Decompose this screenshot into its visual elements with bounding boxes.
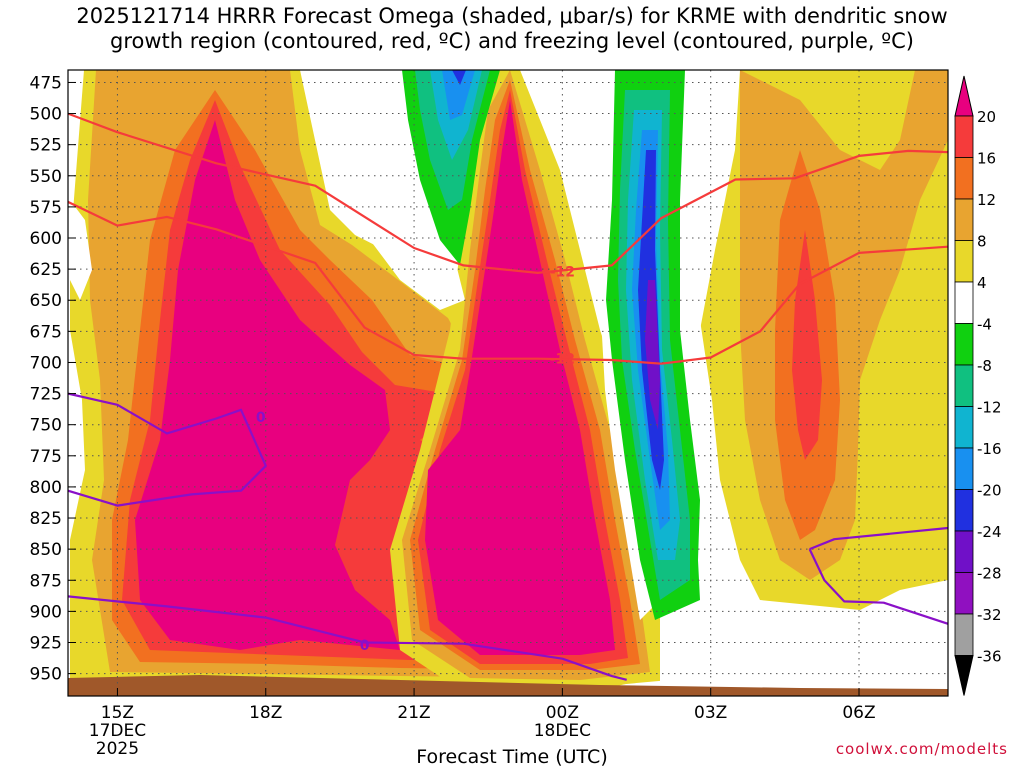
y-tick-label: 775	[30, 447, 62, 467]
y-tick-label: 700	[30, 353, 62, 373]
y-tick-label: 550	[30, 167, 62, 187]
colorbar-label: 20	[977, 108, 996, 126]
omega-gap-upper	[670, 70, 740, 360]
colorbar-label: -32	[977, 606, 1002, 624]
y-axis: 475 500 525 550 575 600 625 650 675 700 725 750 775 8…	[30, 73, 76, 685]
freezing-level-contour	[68, 595, 627, 681]
colorbar-bin	[954, 115, 974, 158]
colorbar-bin	[954, 613, 974, 656]
colorbar-top-arrow	[954, 75, 974, 117]
colorbar-label: -24	[977, 523, 1002, 541]
colorbar-label: 12	[977, 191, 996, 209]
credit-link[interactable]: coolwx.com/modelts	[835, 740, 1008, 758]
colorbar-bin	[954, 572, 974, 615]
x-tick-label: 06Z	[842, 703, 875, 723]
colorbar-bin	[954, 447, 974, 490]
omega-gap-left-upper	[70, 200, 92, 300]
x-tick-sublabel: 18DEC	[534, 721, 591, 741]
omega-shading	[68, 70, 948, 696]
contour-labels: -12 -12 0 0	[256, 265, 575, 654]
colorbar-label: -4	[977, 316, 992, 334]
colorbar-label: -36	[977, 648, 1002, 666]
dendritic-contour-upper	[68, 112, 948, 274]
x-tick-label: 15Z	[101, 703, 134, 723]
contour-label: -12	[550, 352, 575, 368]
y-tick-label: 650	[30, 291, 62, 311]
y-tick-label: 900	[30, 602, 62, 622]
colorbar-bin	[954, 530, 974, 573]
colorbar-label: -12	[977, 399, 1002, 417]
contours	[68, 112, 948, 681]
terrain	[68, 675, 948, 696]
title-line-1: 2025121714 HRRR Forecast Omega (shaded, …	[76, 4, 948, 28]
colorbar-bin	[954, 240, 974, 283]
x-tick-label: 03Z	[694, 703, 727, 723]
gridlines	[68, 70, 948, 696]
title-line-2: growth region (contoured, red, ºC) and f…	[110, 29, 914, 53]
colorbar: 20 16 12 8 4 -4 -8 -12 -16 -20 -24 -28 -32 -36	[954, 75, 1002, 696]
y-tick-label: 625	[30, 260, 62, 280]
y-tick-label: 600	[30, 229, 62, 249]
dendritic-contour-lower	[68, 200, 948, 365]
colorbar-bin	[954, 281, 974, 324]
y-tick-label: 950	[30, 665, 62, 685]
contour-label: 0	[256, 410, 266, 426]
x-tick-sublabel: 17DEC	[89, 721, 146, 741]
y-tick-label: 500	[30, 105, 62, 125]
y-tick-label: 725	[30, 385, 62, 405]
omega-neg-top-20	[452, 70, 466, 85]
colorbar-bin	[954, 489, 974, 532]
x-tick-label: 21Z	[397, 703, 430, 723]
y-tick-label: 575	[30, 198, 62, 218]
contour-label: -12	[550, 265, 575, 281]
y-tick-label: 750	[30, 416, 62, 436]
colorbar-label: 16	[977, 150, 996, 168]
x-tick-label: 18Z	[249, 703, 282, 723]
chart-title: 2025121714 HRRR Forecast Omega (shaded, …	[0, 4, 1024, 54]
x-axis-title: Forecast Time (UTC)	[416, 746, 608, 768]
omega-plume-mid-20	[425, 100, 615, 655]
y-tick-label: 925	[30, 633, 62, 653]
omega-gap-bottom-right	[660, 600, 948, 690]
colorbar-bin	[954, 406, 974, 449]
plot-frame	[67, 69, 949, 697]
y-tick-label: 675	[30, 322, 62, 342]
colorbar-label: -8	[977, 357, 992, 375]
y-tick-label: 800	[30, 478, 62, 498]
colorbar-bottom-arrow	[954, 655, 974, 696]
omega-neg-band-24	[645, 280, 660, 430]
y-tick-label: 825	[30, 509, 62, 529]
colorbar-bin	[954, 198, 974, 241]
freezing-level-contour	[808, 548, 948, 625]
omega-neg-top-16	[442, 70, 475, 120]
colorbar-label: 4	[977, 274, 987, 292]
freezing-level-contour	[809, 526, 948, 551]
y-tick-label: 525	[30, 136, 62, 156]
omega-plume-right-16	[792, 230, 822, 460]
x-tick-label: 00Z	[546, 703, 579, 723]
omega-plume-left-20	[135, 120, 400, 650]
colorbar-bin	[954, 364, 974, 407]
colorbar-label: -16	[977, 440, 1002, 458]
colorbar-label: -28	[977, 565, 1002, 583]
freezing-level-contour	[68, 392, 267, 507]
y-tick-label: 875	[30, 571, 62, 591]
y-tick-label: 850	[30, 540, 62, 560]
x-tick-sublabel: 2025	[96, 739, 139, 759]
colorbar-bin	[954, 157, 974, 200]
omega-gap-top-center	[360, 70, 465, 310]
contour-label: 0	[360, 638, 370, 654]
y-tick-label: 475	[30, 73, 62, 93]
colorbar-label: 8	[977, 233, 987, 251]
colorbar-label: -20	[977, 482, 1002, 500]
colorbar-bin	[954, 323, 974, 366]
